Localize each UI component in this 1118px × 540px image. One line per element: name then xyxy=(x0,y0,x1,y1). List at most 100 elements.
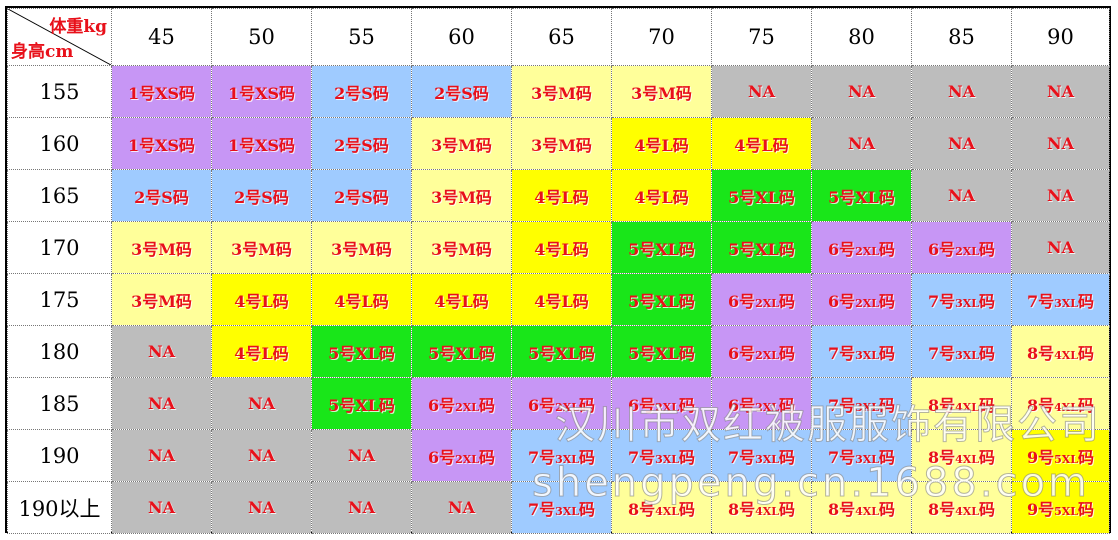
size-letter: 3XL xyxy=(755,452,780,466)
size-number: 8号 xyxy=(1026,395,1055,415)
size-letter: L xyxy=(561,291,573,311)
size-cell: NA xyxy=(911,65,1012,118)
size-number: NA xyxy=(147,446,176,465)
height-header: 185 xyxy=(7,377,112,430)
size-letter: M xyxy=(358,239,376,259)
size-suffix: 码 xyxy=(779,395,796,415)
size-suffix: 码 xyxy=(979,291,996,311)
size-cell: 3号M码 xyxy=(411,169,512,222)
size-letter: 3XL xyxy=(855,452,880,466)
size-suffix: 码 xyxy=(779,447,796,467)
weight-header: 85 xyxy=(911,8,1012,66)
size-cell: 3号M码 xyxy=(111,273,212,326)
table-row: 190以上 NA NA NA NA 7号3XL码 8号4XL码 8号4XL码 8号4XL码 8号4… xyxy=(7,481,1110,534)
size-cell: 7号3XL码 xyxy=(811,377,912,430)
size-cell: 7号3XL码 xyxy=(511,481,612,534)
size-suffix: 码 xyxy=(272,343,289,363)
size-cell: 5号XL码 xyxy=(411,325,512,378)
size-letter: XL xyxy=(755,239,779,259)
size-suffix: 码 xyxy=(778,187,795,207)
size-suffix: 码 xyxy=(575,83,592,103)
size-number: NA xyxy=(247,498,276,517)
size-cell: 7号3XL码 xyxy=(711,429,812,482)
size-cell: 6号2XL码 xyxy=(811,221,912,274)
weight-header: 90 xyxy=(1011,8,1110,66)
size-number: 6号 xyxy=(727,343,756,363)
weight-header: 70 xyxy=(611,8,712,66)
size-suffix: 码 xyxy=(879,343,896,363)
size-number: 8号 xyxy=(927,499,956,519)
size-suffix: 码 xyxy=(375,239,392,259)
size-suffix: 码 xyxy=(879,499,896,519)
size-letter: XL xyxy=(755,187,779,207)
size-letter: S xyxy=(261,187,273,207)
size-number: 6号 xyxy=(527,395,556,415)
size-number: NA xyxy=(947,186,976,205)
size-number: NA xyxy=(1046,238,1075,257)
size-number: 6号 xyxy=(627,395,656,415)
size-cell: 6号2XL码 xyxy=(411,377,512,430)
size-letter: 4XL xyxy=(955,452,980,466)
size-number: 4号 xyxy=(534,239,562,259)
size-chart-frame: 体重kg 身高cm 45 50 55 60 65 70 75 80 85 90 … xyxy=(5,6,1111,534)
size-cell: 8号4XL码 xyxy=(611,481,712,534)
size-number: 3号 xyxy=(531,135,559,155)
height-header: 180 xyxy=(7,325,112,378)
size-suffix: 码 xyxy=(979,395,996,415)
size-cell: 5号XL码 xyxy=(711,221,812,274)
size-cell: 3号M码 xyxy=(311,221,412,274)
size-suffix: 码 xyxy=(475,135,492,155)
size-number: 5号 xyxy=(428,343,456,363)
size-number: 5号 xyxy=(628,343,656,363)
size-cell: 3号M码 xyxy=(111,221,212,274)
size-letter: 3XL xyxy=(855,348,880,362)
size-number: NA xyxy=(147,342,176,361)
size-letter: M xyxy=(558,135,576,155)
size-number: NA xyxy=(947,134,976,153)
size-suffix: 码 xyxy=(372,291,389,311)
size-letter: L xyxy=(661,135,673,155)
size-number: NA xyxy=(847,134,876,153)
size-suffix: 码 xyxy=(678,239,695,259)
size-number: 3号 xyxy=(531,83,559,103)
size-number: 9号 xyxy=(1026,447,1055,467)
size-cell: 3号M码 xyxy=(511,117,612,170)
size-cell: 5号XL码 xyxy=(311,325,412,378)
weight-header: 75 xyxy=(711,8,812,66)
size-number: 3号 xyxy=(331,239,359,259)
size-letter: 5XL xyxy=(1054,504,1079,518)
size-number: 6号 xyxy=(427,447,456,467)
size-suffix: 码 xyxy=(779,343,796,363)
size-letter: 2XL xyxy=(455,452,480,466)
size-number: 6号 xyxy=(927,239,956,259)
size-number: 7号 xyxy=(727,447,756,467)
size-letter: S xyxy=(361,135,373,155)
size-letter: S xyxy=(361,83,373,103)
size-letter: L xyxy=(661,187,673,207)
size-number: 1号 xyxy=(127,83,156,103)
weight-header: 65 xyxy=(511,8,612,66)
size-number: NA xyxy=(847,82,876,101)
size-letter: 5XL xyxy=(1054,452,1079,466)
size-letter: XS xyxy=(255,83,280,103)
size-suffix: 码 xyxy=(479,395,496,415)
header-row: 体重kg 身高cm 45 50 55 60 65 70 75 80 85 90 xyxy=(7,8,1110,66)
size-number: 8号 xyxy=(1026,343,1055,363)
size-cell: 2号S码 xyxy=(111,169,212,222)
size-cell: 1号XS码 xyxy=(211,117,312,170)
size-cell: NA xyxy=(311,429,412,482)
size-suffix: 码 xyxy=(279,135,296,155)
size-cell: 5号XL码 xyxy=(611,325,712,378)
size-suffix: 码 xyxy=(879,239,896,259)
size-cell: 5号XL码 xyxy=(611,273,712,326)
size-cell: 8号4XL码 xyxy=(911,481,1012,534)
size-suffix: 码 xyxy=(472,83,489,103)
size-cell: NA xyxy=(1011,169,1110,222)
weight-header: 50 xyxy=(211,8,312,66)
size-number: 7号 xyxy=(927,343,956,363)
height-header: 190以上 xyxy=(7,481,112,534)
size-suffix: 码 xyxy=(275,239,292,259)
size-cell: 4号L码 xyxy=(511,169,612,222)
height-header: 190 xyxy=(7,429,112,482)
weight-header: 45 xyxy=(111,8,212,66)
